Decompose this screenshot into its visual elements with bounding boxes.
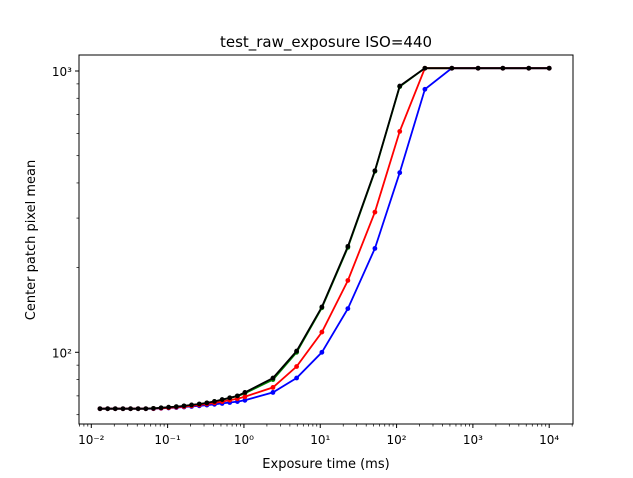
data-point bbox=[212, 398, 217, 404]
data-point bbox=[319, 349, 325, 355]
data-point bbox=[546, 65, 552, 71]
data-point bbox=[345, 278, 351, 283]
data-point bbox=[319, 304, 325, 310]
series-line bbox=[100, 67, 550, 410]
data-point bbox=[242, 390, 248, 395]
data-point bbox=[158, 405, 164, 411]
data-point bbox=[204, 400, 210, 406]
data-point bbox=[242, 397, 248, 403]
x-tick-label: 10⁻¹ bbox=[154, 433, 181, 447]
data-point bbox=[151, 405, 156, 411]
data-point bbox=[422, 65, 428, 71]
series-3 bbox=[97, 65, 552, 412]
series-2 bbox=[97, 65, 552, 412]
data-point bbox=[294, 348, 300, 354]
data-point bbox=[196, 401, 202, 407]
series-line bbox=[100, 67, 550, 410]
data-point bbox=[449, 65, 455, 71]
data-point bbox=[294, 364, 300, 369]
x-tick-label: 10³ bbox=[463, 433, 483, 447]
series-line bbox=[100, 67, 550, 410]
data-point bbox=[143, 406, 149, 412]
chart-title: test_raw_exposure ISO=440 bbox=[220, 33, 432, 52]
data-point bbox=[500, 65, 506, 71]
x-tick-label: 10¹ bbox=[310, 433, 330, 447]
y-axis-label: Center patch pixel mean bbox=[24, 160, 39, 321]
data-point bbox=[181, 403, 187, 409]
data-point bbox=[345, 306, 351, 311]
data-point bbox=[397, 83, 403, 89]
data-point bbox=[120, 406, 126, 412]
data-point bbox=[173, 404, 179, 410]
data-point bbox=[397, 170, 403, 176]
data-point bbox=[105, 406, 111, 412]
data-point bbox=[189, 402, 194, 408]
data-point bbox=[422, 86, 428, 92]
data-point bbox=[319, 329, 325, 335]
series-1 bbox=[97, 65, 552, 412]
data-point bbox=[372, 209, 378, 215]
data-point bbox=[135, 406, 141, 412]
data-point bbox=[526, 65, 532, 71]
x-tick-label: 10⁰ bbox=[234, 433, 254, 447]
data-point bbox=[294, 375, 300, 381]
data-point bbox=[219, 397, 225, 402]
y-tick-label: 10² bbox=[52, 346, 72, 360]
series-0 bbox=[97, 65, 552, 412]
data-point bbox=[270, 385, 276, 390]
x-tick-label: 10⁻² bbox=[78, 433, 105, 447]
data-point bbox=[166, 404, 171, 410]
data-point bbox=[112, 406, 118, 412]
data-point bbox=[270, 375, 276, 381]
plot-content bbox=[97, 65, 552, 412]
data-point bbox=[227, 395, 233, 401]
x-tick-label: 10² bbox=[387, 433, 407, 447]
axes-frame bbox=[78, 54, 574, 425]
series-line bbox=[100, 67, 550, 410]
x-axis-label: Exposure time (ms) bbox=[262, 457, 389, 472]
data-point bbox=[372, 168, 378, 174]
data-point bbox=[234, 393, 240, 399]
data-point bbox=[372, 246, 378, 251]
data-point bbox=[97, 406, 103, 412]
data-point bbox=[397, 128, 403, 134]
data-point bbox=[242, 394, 248, 400]
y-tick-label: 10³ bbox=[52, 65, 72, 79]
data-point bbox=[345, 243, 351, 249]
data-point bbox=[270, 390, 276, 395]
x-tick-label: 10⁴ bbox=[539, 433, 559, 447]
data-point bbox=[475, 65, 481, 71]
axis-ticks: 10⁻² 10⁻¹ 10⁰ 10¹ 10² 10³ 10⁴ 10² 10³ bbox=[52, 65, 573, 447]
data-point bbox=[128, 406, 133, 412]
